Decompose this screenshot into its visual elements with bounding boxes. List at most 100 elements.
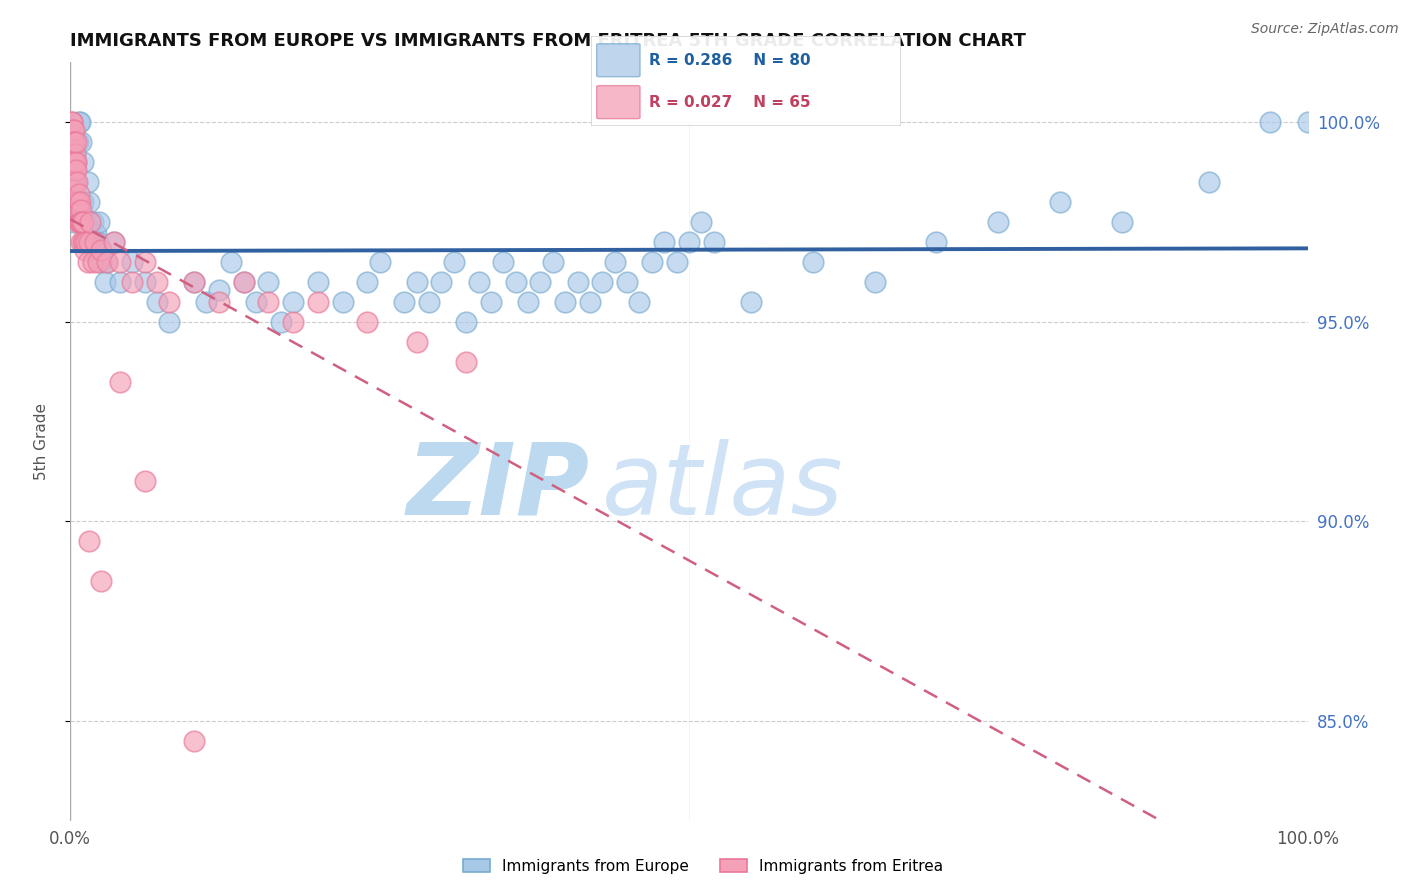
Text: Source: ZipAtlas.com: Source: ZipAtlas.com — [1251, 22, 1399, 37]
Point — [603, 255, 626, 269]
Point — [134, 475, 156, 489]
Point — [84, 243, 107, 257]
Point — [541, 255, 564, 269]
Point — [108, 375, 131, 389]
Point — [678, 235, 700, 249]
Point — [1111, 215, 1133, 229]
Point — [430, 275, 453, 289]
Point — [517, 294, 540, 309]
Point — [987, 215, 1010, 229]
Point — [307, 275, 329, 289]
Point — [67, 187, 90, 202]
Point — [69, 215, 91, 229]
Text: R = 0.027    N = 65: R = 0.027 N = 65 — [650, 95, 811, 110]
Point — [65, 155, 87, 169]
Point — [467, 275, 489, 289]
Point — [146, 294, 169, 309]
Point — [332, 294, 354, 309]
Point — [63, 155, 86, 169]
Point — [628, 294, 651, 309]
Point — [591, 275, 613, 289]
Point — [307, 294, 329, 309]
Point — [62, 155, 84, 169]
Point — [69, 195, 91, 210]
Point — [60, 115, 83, 129]
Point — [505, 275, 527, 289]
Point — [257, 275, 280, 289]
Point — [456, 315, 478, 329]
Point — [77, 195, 100, 210]
Point — [418, 294, 440, 309]
Point — [529, 275, 551, 289]
Point — [740, 294, 762, 309]
Point — [65, 155, 87, 169]
Point — [394, 294, 416, 309]
Point — [356, 315, 378, 329]
Point — [368, 255, 391, 269]
Point — [67, 195, 90, 210]
Point — [208, 283, 231, 297]
FancyBboxPatch shape — [596, 44, 640, 77]
Point — [492, 255, 515, 269]
Point — [703, 235, 725, 249]
Point — [245, 294, 267, 309]
Point — [356, 275, 378, 289]
Point — [90, 243, 112, 257]
Point — [82, 215, 104, 229]
Point — [70, 235, 93, 249]
Point — [65, 163, 87, 178]
Text: atlas: atlas — [602, 439, 844, 535]
Point — [76, 255, 98, 269]
Point — [121, 255, 143, 269]
Point — [75, 215, 97, 229]
Point — [69, 115, 91, 129]
Point — [96, 255, 118, 269]
Point — [1260, 115, 1282, 129]
Text: R = 0.286    N = 80: R = 0.286 N = 80 — [650, 54, 811, 68]
Point — [67, 115, 90, 129]
Point — [79, 215, 101, 229]
Point — [66, 195, 89, 210]
Point — [405, 275, 427, 289]
Point — [208, 294, 231, 309]
Point — [134, 275, 156, 289]
Point — [66, 175, 89, 189]
Point — [75, 235, 97, 249]
Point — [925, 235, 948, 249]
Point — [90, 255, 112, 269]
Point — [195, 294, 218, 309]
Point — [84, 235, 107, 249]
Point — [1198, 175, 1220, 189]
Point — [86, 255, 108, 269]
Point — [77, 235, 100, 249]
Point — [65, 195, 87, 210]
Point — [157, 315, 180, 329]
Point — [219, 255, 242, 269]
Point — [641, 255, 664, 269]
Point — [72, 195, 94, 210]
Point — [63, 215, 86, 229]
Point — [567, 275, 589, 289]
Point — [63, 147, 86, 161]
Point — [66, 135, 89, 149]
Point — [94, 275, 117, 289]
Point — [270, 315, 292, 329]
Point — [405, 334, 427, 349]
Point — [1049, 195, 1071, 210]
Point — [616, 275, 638, 289]
Point — [70, 215, 93, 229]
Point — [73, 215, 96, 229]
Text: ZIP: ZIP — [406, 439, 591, 535]
Point — [65, 155, 87, 169]
Point — [479, 294, 502, 309]
Point — [73, 235, 96, 249]
Point — [1296, 115, 1319, 129]
Point — [69, 215, 91, 229]
Point — [281, 294, 304, 309]
Point — [63, 123, 86, 137]
Point — [134, 255, 156, 269]
Point — [60, 135, 83, 149]
Point — [183, 275, 205, 289]
Point — [72, 155, 94, 169]
Point — [65, 175, 87, 189]
